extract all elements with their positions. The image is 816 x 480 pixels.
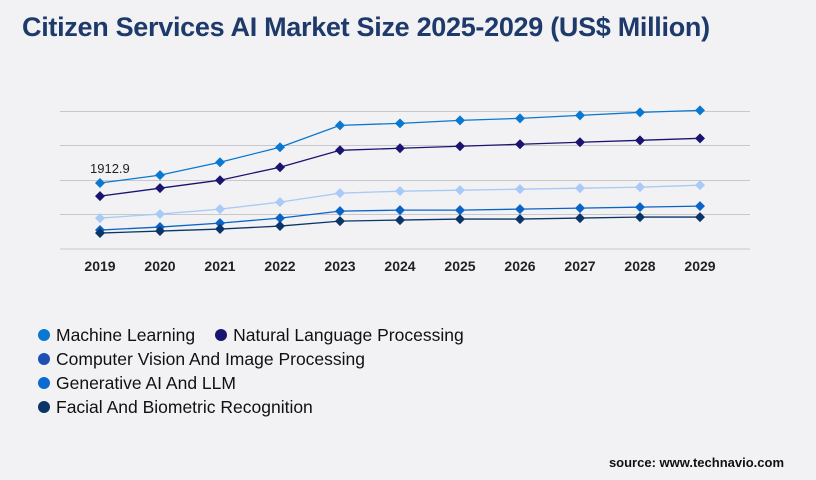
legend-label: Generative AI And LLM bbox=[56, 372, 236, 393]
data-point bbox=[455, 185, 465, 196]
data-point bbox=[215, 204, 225, 215]
data-point bbox=[575, 203, 585, 214]
data-point bbox=[215, 175, 225, 186]
x-tick-label: 2028 bbox=[624, 258, 655, 274]
x-tick-label: 2023 bbox=[324, 258, 355, 274]
legend-marker bbox=[38, 401, 50, 413]
data-point bbox=[95, 191, 105, 202]
legend-item: Natural Language Processing bbox=[215, 323, 464, 347]
data-point bbox=[635, 212, 645, 223]
x-tick-label: 2020 bbox=[144, 258, 175, 274]
legend-label: Natural Language Processing bbox=[233, 324, 464, 345]
data-point bbox=[335, 206, 345, 217]
data-point bbox=[635, 202, 645, 213]
x-tick-label: 2022 bbox=[264, 258, 295, 274]
data-point bbox=[155, 183, 165, 194]
data-point bbox=[155, 226, 165, 237]
x-tick-label: 2019 bbox=[84, 258, 115, 274]
line-chart: 2019 2020 2021 2022 2023 2024 2025 2026 2027 2028… bbox=[60, 105, 750, 274]
data-point bbox=[635, 135, 645, 146]
x-tick-label: 2026 bbox=[504, 258, 535, 274]
data-point bbox=[635, 182, 645, 193]
data-point bbox=[395, 215, 405, 226]
legend: Machine Learning Natural Language Process… bbox=[38, 323, 598, 419]
data-point bbox=[395, 118, 405, 129]
legend-marker bbox=[215, 329, 228, 341]
data-point bbox=[695, 212, 705, 223]
data-point bbox=[215, 224, 225, 235]
data-point bbox=[455, 214, 465, 225]
data-point bbox=[695, 105, 705, 116]
x-tick-label: 2021 bbox=[204, 258, 235, 274]
data-point bbox=[455, 115, 465, 126]
data-point bbox=[335, 120, 345, 131]
data-point bbox=[395, 186, 405, 197]
data-point bbox=[215, 157, 225, 168]
data-point bbox=[155, 170, 165, 181]
data-point bbox=[335, 188, 345, 199]
source-note: source: www.technavio.com bbox=[608, 455, 784, 470]
data-point bbox=[455, 141, 465, 152]
legend-marker bbox=[38, 377, 50, 389]
data-point bbox=[515, 139, 525, 150]
data-point bbox=[215, 218, 225, 229]
legend-label: Computer Vision And Image Processing bbox=[56, 348, 366, 369]
data-point bbox=[515, 184, 525, 195]
data-point bbox=[95, 213, 105, 224]
data-point bbox=[575, 110, 585, 121]
data-point bbox=[335, 145, 345, 156]
x-tick-label: 2029 bbox=[684, 258, 715, 274]
data-point bbox=[335, 216, 345, 227]
data-point bbox=[95, 228, 105, 239]
data-point bbox=[395, 205, 405, 216]
data-point bbox=[695, 180, 705, 191]
x-tick-label: 2025 bbox=[444, 258, 475, 274]
data-point bbox=[575, 213, 585, 224]
data-point bbox=[695, 201, 705, 212]
data-point bbox=[275, 221, 285, 232]
data-point bbox=[155, 209, 165, 220]
data-point bbox=[275, 162, 285, 173]
x-tick-label: 2024 bbox=[384, 258, 415, 274]
data-point bbox=[275, 213, 285, 224]
data-point bbox=[515, 204, 525, 215]
legend-item: Facial And Biometric Recognition bbox=[38, 395, 313, 419]
chart-title: Citizen Services AI Market Size 2025-202… bbox=[22, 12, 710, 42]
legend-item: Machine Learning bbox=[38, 323, 195, 347]
data-point bbox=[395, 143, 405, 154]
data-point bbox=[695, 133, 705, 144]
x-tick-label: 2027 bbox=[564, 258, 595, 274]
data-label: 1912.9 bbox=[90, 161, 130, 176]
legend-item: Generative AI And LLM bbox=[38, 371, 236, 395]
legend-marker bbox=[38, 353, 50, 365]
legend-label: Facial And Biometric Recognition bbox=[56, 396, 313, 417]
data-point bbox=[575, 137, 585, 148]
data-point bbox=[275, 197, 285, 208]
data-point bbox=[575, 183, 585, 194]
data-point bbox=[515, 113, 525, 124]
data-point bbox=[95, 178, 105, 188]
data-point bbox=[275, 142, 285, 153]
data-point bbox=[635, 107, 645, 118]
data-point bbox=[455, 205, 465, 216]
legend-marker bbox=[38, 329, 50, 341]
data-point bbox=[515, 214, 525, 225]
legend-item: Computer Vision And Image Processing bbox=[38, 347, 365, 371]
legend-label: Machine Learning bbox=[56, 324, 196, 345]
